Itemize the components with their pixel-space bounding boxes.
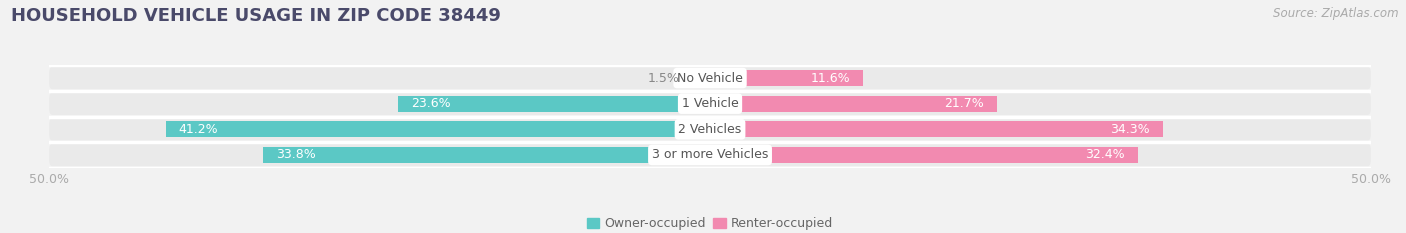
Bar [710,70,863,86]
FancyBboxPatch shape [49,118,1371,140]
Text: 2 Vehicles: 2 Vehicles [679,123,741,136]
Text: 1 Vehicle: 1 Vehicle [682,97,738,110]
Text: 1.5%: 1.5% [648,72,679,85]
Text: Source: ZipAtlas.com: Source: ZipAtlas.com [1274,7,1399,20]
Text: 33.8%: 33.8% [277,148,316,161]
Text: HOUSEHOLD VEHICLE USAGE IN ZIP CODE 38449: HOUSEHOLD VEHICLE USAGE IN ZIP CODE 3844… [11,7,501,25]
Bar [710,121,1163,137]
Bar [690,70,710,86]
Bar [398,96,710,112]
Text: 3 or more Vehicles: 3 or more Vehicles [652,148,768,161]
Bar [710,96,997,112]
Text: 34.3%: 34.3% [1111,123,1150,136]
Text: No Vehicle: No Vehicle [678,72,742,85]
Bar [263,147,710,163]
Legend: Owner-occupied, Renter-occupied: Owner-occupied, Renter-occupied [582,212,838,233]
Bar [166,121,710,137]
Text: 41.2%: 41.2% [179,123,218,136]
FancyBboxPatch shape [49,144,1371,166]
Text: 11.6%: 11.6% [810,72,851,85]
Text: 32.4%: 32.4% [1085,148,1125,161]
FancyBboxPatch shape [49,93,1371,115]
Text: 21.7%: 21.7% [943,97,984,110]
FancyBboxPatch shape [49,67,1371,89]
Bar [710,147,1139,163]
Text: 23.6%: 23.6% [412,97,451,110]
